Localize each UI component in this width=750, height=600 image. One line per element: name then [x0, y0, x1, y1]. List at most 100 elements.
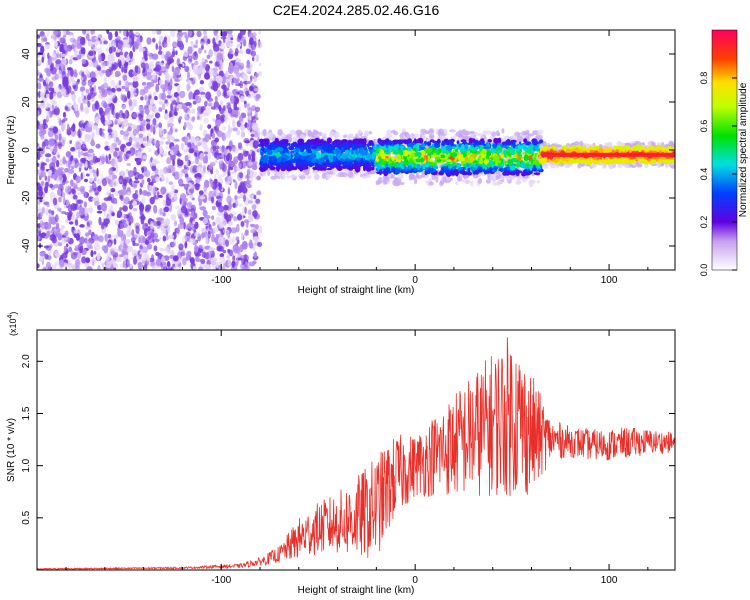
band-blob: [326, 167, 332, 171]
noise-blob: [72, 123, 76, 132]
noise-blob: [191, 142, 195, 148]
band-blob: [346, 153, 352, 159]
noise-blob: [95, 143, 101, 149]
band-blob: [430, 168, 434, 174]
noise-blob: [235, 80, 239, 86]
noise-blob: [71, 226, 75, 230]
band-blob: [497, 137, 502, 144]
noise-blob: [178, 265, 181, 270]
noise-blob: [212, 118, 216, 122]
noise-blob: [80, 119, 84, 124]
noise-blob: [37, 77, 44, 82]
band-blob: [515, 170, 520, 176]
noise-blob: [201, 112, 208, 117]
band-blob: [338, 160, 343, 165]
noise-blob: [208, 153, 212, 160]
noise-blob: [130, 33, 136, 38]
band-blob: [442, 166, 448, 173]
noise-blob: [166, 261, 171, 268]
noise-blob: [165, 146, 169, 150]
noise-blob: [215, 216, 222, 225]
noise-blob: [174, 144, 180, 151]
noise-blob: [130, 236, 136, 243]
band-halo: [461, 128, 467, 136]
noise-blob: [81, 99, 88, 105]
band-halo: [455, 181, 459, 186]
noise-blob: [236, 44, 240, 49]
noise-blob: [88, 61, 94, 67]
noise-blob: [107, 234, 112, 239]
noise-blob: [45, 83, 50, 92]
noise-blob: [154, 95, 158, 101]
noise-blob: [257, 136, 260, 144]
noise-blob: [227, 80, 230, 89]
noise-blob: [58, 207, 62, 213]
band-halo: [496, 180, 504, 185]
noise-blob: [210, 170, 213, 175]
band-halo: [537, 129, 544, 135]
noise-blob: [227, 187, 231, 195]
band-blob: [284, 139, 289, 144]
noise-blob: [101, 100, 107, 108]
noise-blob: [247, 209, 252, 216]
noise-blob: [253, 195, 257, 200]
noise-blob: [208, 246, 216, 252]
noise-blob: [44, 153, 52, 158]
band-blob: [451, 152, 458, 158]
noise-blob: [228, 161, 234, 167]
noise-blob: [57, 188, 62, 196]
band-halo: [262, 129, 267, 137]
band-blob: [469, 166, 476, 171]
noise-blob: [68, 246, 72, 253]
band-blob: [279, 141, 285, 147]
noise-blob: [176, 95, 180, 105]
noise-blob: [132, 76, 139, 82]
band-blob: [524, 171, 530, 175]
noise-blob: [150, 180, 154, 186]
noise-blob: [251, 150, 256, 159]
noise-blob: [178, 77, 183, 81]
noise-blob: [230, 95, 235, 104]
noise-blob: [167, 225, 171, 234]
noise-blob: [122, 260, 126, 268]
noise-blob: [214, 151, 218, 159]
noise-blob: [145, 100, 150, 107]
band-blob: [537, 165, 541, 169]
noise-blob: [75, 110, 80, 118]
band-blob: [432, 140, 439, 144]
noise-blob: [103, 40, 108, 45]
noise-blob: [242, 73, 248, 82]
band-halo: [428, 128, 435, 134]
band-blob: [445, 145, 453, 151]
noise-blob: [41, 206, 46, 214]
noise-blob: [198, 47, 202, 54]
noise-blob: [79, 224, 85, 228]
noise-blob: [71, 94, 77, 102]
noise-blob: [101, 178, 107, 187]
noise-blob: [153, 245, 158, 252]
band-blob: [471, 150, 478, 154]
noise-blob: [142, 223, 149, 232]
noise-blob: [73, 50, 80, 56]
noise-blob: [243, 150, 249, 157]
band-blob: [504, 160, 507, 164]
noise-blob: [98, 235, 104, 243]
noise-blob: [56, 91, 63, 99]
noise-blob: [61, 53, 66, 58]
noise-blob: [45, 112, 51, 121]
noise-blob: [59, 47, 63, 52]
noise-blob: [67, 262, 74, 269]
noise-blob: [166, 250, 171, 255]
noise-blob: [253, 40, 257, 47]
noise-blob: [121, 94, 127, 103]
noise-blob: [216, 118, 221, 127]
noise-blob: [163, 53, 169, 60]
noise-blob: [98, 54, 102, 64]
noise-blob: [181, 235, 187, 244]
noise-blob: [97, 34, 103, 39]
noise-blob: [66, 198, 70, 207]
noise-blob: [227, 258, 231, 268]
noise-blob: [53, 30, 59, 36]
noise-blob: [215, 34, 219, 41]
band-halo: [398, 174, 404, 179]
